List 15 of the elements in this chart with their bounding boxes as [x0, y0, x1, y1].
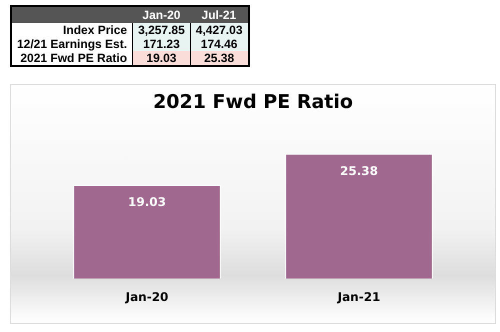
category-label: Jul-21	[190, 6, 248, 23]
data-label: 25.38	[190, 51, 248, 66]
data-label: 19.03	[132, 51, 190, 66]
category-label: Jan-20	[132, 6, 190, 23]
series-label: Index Price	[11, 23, 133, 37]
data-label: 25.38	[340, 164, 378, 178]
data-label: 171.23	[132, 37, 190, 51]
series-label: 2021 Fwd PE Ratio	[11, 51, 133, 66]
series-label: 12/21 Earnings Est.	[11, 37, 133, 51]
data-label: 174.46	[190, 37, 248, 51]
chart-title: 2021 Fwd PE Ratio	[152, 91, 354, 113]
x-tick-label: Jan-21	[336, 290, 380, 304]
data-label: 19.03	[128, 195, 166, 210]
data-label: 3,257.85	[132, 23, 190, 37]
data-label: 4,427.03	[190, 23, 248, 37]
